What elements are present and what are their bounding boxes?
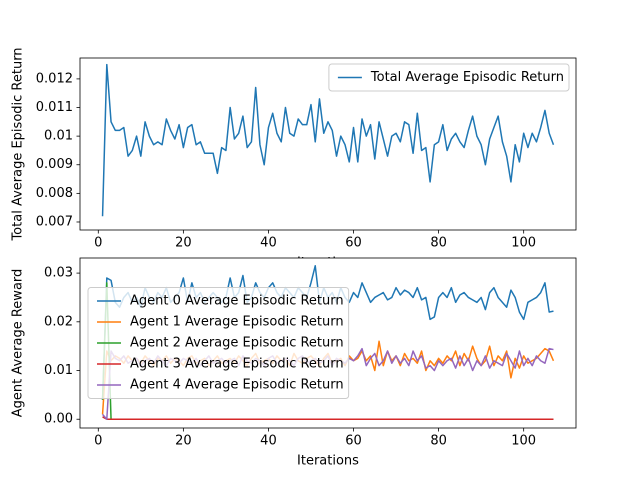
- y-axis-label: Total Average Episodic Return: [11, 47, 26, 241]
- y-tick-label: 0.012: [36, 71, 73, 86]
- x-tick-label: 80: [430, 434, 447, 449]
- legend-label: Agent 3 Average Episodic Return: [130, 357, 344, 372]
- x-axis-label: Iterations: [297, 454, 359, 469]
- y-tick-label: 0.011: [36, 100, 73, 115]
- series-line: [102, 416, 554, 420]
- y-tick-label: 0.00: [44, 412, 73, 427]
- legend-label: Agent 4 Average Episodic Return: [130, 378, 344, 393]
- y-tick-label: 0.01: [44, 363, 73, 378]
- y-tick-label: 0.009: [36, 157, 73, 172]
- x-tick-label: 60: [345, 434, 362, 449]
- y-tick-label: 0.02: [44, 314, 73, 329]
- legend: Agent 0 Average Episodic Return Agent 1 A…: [87, 287, 350, 399]
- x-tick-label: 100: [511, 434, 536, 449]
- legend-box: [87, 287, 350, 399]
- legend-label: Agent 1 Average Episodic Return: [130, 315, 344, 330]
- x-tick-label: 0: [94, 434, 102, 449]
- y-tick-label: 0.01: [44, 129, 73, 144]
- y-axis-label: Agent Average Reward: [11, 269, 26, 418]
- x-tick-label: 0: [94, 236, 102, 251]
- legend-label: Total Average Episodic Return: [370, 70, 564, 85]
- y-tick-label: 0.007: [36, 214, 73, 229]
- x-tick-label: 20: [175, 236, 192, 251]
- legend-label: Agent 2 Average Episodic Return: [130, 336, 344, 351]
- y-tick-label: 0.03: [44, 266, 73, 281]
- x-tick-label: 60: [345, 236, 362, 251]
- legend: Total Average Episodic Return: [328, 63, 570, 92]
- axes-frame: [79, 257, 577, 429]
- x-tick-label: 40: [260, 434, 277, 449]
- x-tick-label: 80: [430, 236, 447, 251]
- axes-frame: [79, 57, 577, 231]
- x-tick-label: 20: [175, 434, 192, 449]
- x-tick-label: 100: [511, 236, 536, 251]
- legend-label: Agent 0 Average Episodic Return: [130, 294, 344, 309]
- series-line: [101, 63, 555, 217]
- legend-box: [328, 63, 570, 92]
- x-tick-label: 40: [260, 236, 277, 251]
- y-tick-label: 0.008: [36, 186, 73, 201]
